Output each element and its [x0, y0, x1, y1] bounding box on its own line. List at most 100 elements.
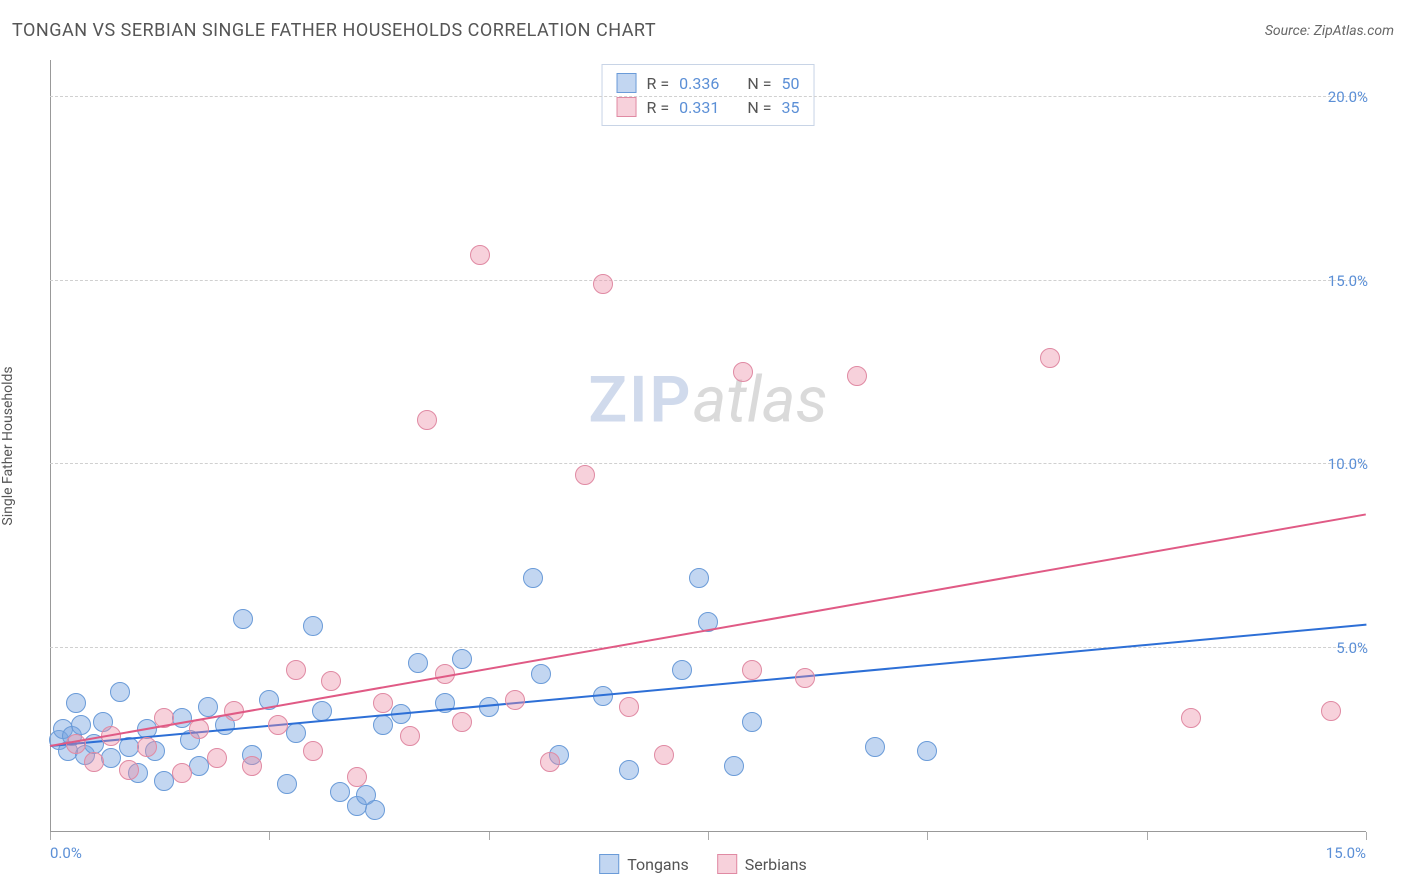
- data-point: [795, 668, 815, 688]
- scatter-chart: ZIPatlas R = 0.336 N = 50 R = 0.331 N = …: [50, 60, 1366, 832]
- r-label: R =: [647, 98, 670, 117]
- stats-legend-row: R = 0.331 N = 35: [617, 95, 800, 119]
- data-point: [742, 660, 762, 680]
- y-tick-label: 5.0%: [1336, 639, 1368, 657]
- legend-swatch-serbians: [617, 97, 637, 117]
- data-point: [303, 616, 323, 636]
- data-point: [66, 693, 86, 713]
- data-point: [523, 568, 543, 588]
- data-point: [847, 366, 867, 386]
- trend-line: [50, 514, 1366, 748]
- legend-label-tongans: Tongans: [627, 855, 689, 874]
- data-point: [119, 760, 139, 780]
- data-point: [365, 800, 385, 820]
- y-axis-label: Single Father Households: [0, 366, 16, 525]
- data-point: [417, 410, 437, 430]
- r-value-serbians: 0.331: [679, 98, 719, 117]
- data-point: [505, 690, 525, 710]
- data-point: [408, 653, 428, 673]
- data-point: [71, 715, 91, 735]
- data-point: [189, 719, 209, 739]
- x-tick-label: 0.0%: [50, 844, 82, 862]
- data-point: [452, 712, 472, 732]
- legend-item-serbians: Serbians: [717, 854, 807, 874]
- data-point: [540, 752, 560, 772]
- data-point: [400, 726, 420, 746]
- data-point: [742, 712, 762, 732]
- data-point: [865, 737, 885, 757]
- grid-line: [50, 280, 1366, 281]
- n-label: N =: [747, 98, 771, 117]
- data-point: [277, 774, 297, 794]
- data-point: [373, 693, 393, 713]
- data-point: [312, 701, 332, 721]
- x-tick: [489, 832, 490, 840]
- n-value-tongans: 50: [781, 74, 799, 93]
- legend-swatch-tongans: [599, 854, 619, 874]
- n-value-serbians: 35: [781, 98, 799, 117]
- trend-line: [50, 624, 1366, 747]
- chart-title: TONGAN VS SERBIAN SINGLE FATHER HOUSEHOL…: [12, 20, 656, 41]
- stats-legend-row: R = 0.336 N = 50: [617, 71, 800, 95]
- data-point: [672, 660, 692, 680]
- data-point: [84, 752, 104, 772]
- data-point: [575, 465, 595, 485]
- data-point: [233, 609, 253, 629]
- data-point: [917, 741, 937, 761]
- y-tick-label: 10.0%: [1328, 455, 1368, 473]
- y-axis-line: [50, 60, 51, 832]
- data-point: [619, 760, 639, 780]
- data-point: [373, 715, 393, 735]
- x-tick: [708, 832, 709, 840]
- data-point: [593, 274, 613, 294]
- grid-line: [50, 96, 1366, 97]
- data-point: [137, 737, 157, 757]
- data-point: [110, 682, 130, 702]
- series-legend: Tongans Serbians: [599, 854, 807, 874]
- watermark-atlas: atlas: [693, 362, 828, 437]
- x-tick-label: 15.0%: [1326, 844, 1366, 862]
- x-tick: [1147, 832, 1148, 840]
- r-label: R =: [647, 74, 670, 93]
- data-point: [724, 756, 744, 776]
- watermark-zip: ZIP: [588, 362, 692, 437]
- legend-label-serbians: Serbians: [745, 855, 807, 874]
- data-point: [689, 568, 709, 588]
- data-point: [1321, 701, 1341, 721]
- data-point: [619, 697, 639, 717]
- data-point: [452, 649, 472, 669]
- data-point: [321, 671, 341, 691]
- data-point: [1181, 708, 1201, 728]
- data-point: [66, 734, 86, 754]
- data-point: [198, 697, 218, 717]
- x-tick: [1366, 832, 1367, 840]
- data-point: [172, 763, 192, 783]
- x-tick: [927, 832, 928, 840]
- data-point: [242, 756, 262, 776]
- y-tick-label: 15.0%: [1328, 272, 1368, 290]
- grid-line: [50, 463, 1366, 464]
- x-tick: [269, 832, 270, 840]
- data-point: [470, 245, 490, 265]
- x-tick: [50, 832, 51, 840]
- r-value-tongans: 0.336: [679, 74, 719, 93]
- data-point: [303, 741, 323, 761]
- legend-item-tongans: Tongans: [599, 854, 689, 874]
- data-point: [286, 660, 306, 680]
- source-label: Source: ZipAtlas.com: [1265, 23, 1394, 39]
- data-point: [531, 664, 551, 684]
- y-tick-label: 20.0%: [1328, 88, 1368, 106]
- data-point: [101, 748, 121, 768]
- grid-line: [50, 647, 1366, 648]
- data-point: [733, 362, 753, 382]
- data-point: [1040, 348, 1060, 368]
- data-point: [268, 715, 288, 735]
- data-point: [286, 723, 306, 743]
- n-label: N =: [747, 74, 771, 93]
- legend-swatch-serbians: [717, 854, 737, 874]
- data-point: [207, 748, 227, 768]
- data-point: [347, 767, 367, 787]
- legend-swatch-tongans: [617, 73, 637, 93]
- data-point: [654, 745, 674, 765]
- watermark: ZIPatlas: [588, 362, 827, 437]
